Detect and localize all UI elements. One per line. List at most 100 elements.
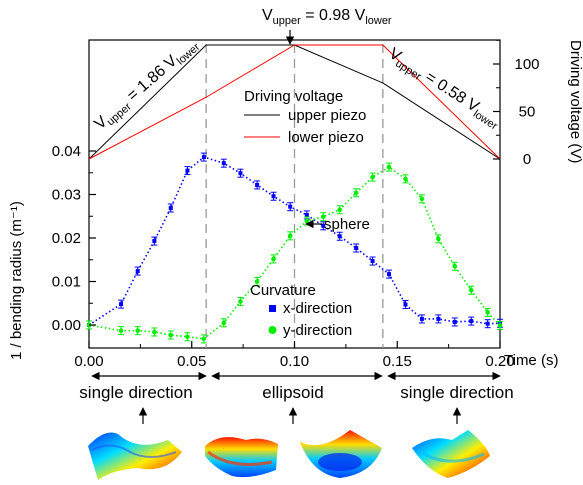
marker-circle	[337, 207, 343, 213]
marker-circle	[287, 233, 293, 239]
data-point-x-11	[287, 202, 294, 212]
data-point-y-15	[353, 188, 360, 198]
data-point-x-3	[151, 236, 158, 246]
data-point-x-22	[468, 316, 475, 326]
data-point-x-2	[134, 266, 141, 276]
surface-image-1	[88, 432, 182, 480]
surface-image-2	[205, 437, 278, 478]
data-point-x-23	[484, 319, 491, 329]
x-axis-title: Time (s)	[504, 352, 558, 369]
data-point-y-13	[320, 212, 327, 222]
data-point-x-1	[118, 299, 125, 309]
legend-marker-x	[269, 305, 276, 312]
ratio-annotation-right: Vupper = 0.58 Vlower	[384, 45, 504, 133]
marker-square	[436, 316, 441, 321]
data-point-y-5	[184, 332, 191, 342]
marker-circle	[238, 299, 243, 304]
x-tick-label: 0.20	[485, 353, 514, 370]
surface-thumbnails	[88, 430, 490, 480]
marker-circle	[135, 328, 141, 333]
marker-square	[387, 272, 392, 277]
axes: 0.00 0.05 0.10 0.15 0.20 0.00 0.01 0.02 0.03 0.04…	[52, 39, 540, 370]
marker-circle	[353, 190, 359, 196]
sphere-label: sphere	[324, 216, 370, 233]
marker-circle	[201, 336, 207, 342]
data-point-x-13	[320, 221, 327, 231]
data-point-y-1	[118, 326, 125, 336]
marker-circle	[271, 256, 276, 262]
data-point-x-9	[254, 180, 261, 190]
marker-circle	[403, 176, 408, 182]
data-point-y-21	[451, 261, 458, 271]
legend-marker-y	[268, 326, 277, 334]
marker-square	[304, 212, 309, 217]
marker-circle	[436, 236, 441, 242]
data-point-x-17	[386, 269, 393, 279]
curvature-legend-title: Curvature	[250, 282, 316, 299]
marker-square	[185, 168, 190, 173]
legend-label-x: x-direction	[283, 300, 352, 317]
curvature-legend: Curvature x-direction y-direction	[250, 282, 352, 339]
data-point-y-24	[497, 320, 503, 330]
voltage-legend: Driving voltage upper piezo lower piezo	[244, 88, 366, 146]
y-tick-label: 0.04	[52, 143, 81, 160]
x-tick-label: 0.00	[74, 353, 103, 370]
marker-square	[321, 223, 326, 228]
data-point-y-3	[151, 327, 158, 337]
marker-square	[168, 205, 173, 210]
svg-text:Vupper = 0.58 Vlower: Vupper = 0.58 Vlower	[384, 45, 504, 133]
v-tick-label: 100	[514, 56, 539, 73]
marker-square	[119, 302, 124, 307]
marker-square	[354, 246, 359, 251]
data-point-y-22	[468, 285, 475, 295]
data-point-y-4	[167, 330, 174, 340]
region-indicators: single direction ellipsoid single direct…	[79, 371, 514, 424]
data-point-x-14	[336, 231, 343, 241]
data-point-x-21	[451, 317, 458, 327]
marker-square	[452, 319, 457, 324]
data-point-y-2	[134, 326, 141, 336]
data-point-y-7	[220, 318, 227, 328]
data-point-y-6	[200, 334, 207, 344]
y-tick-label: 0.00	[52, 317, 81, 334]
right-axis-title: Driving voltage (V)	[567, 40, 583, 163]
svg-text:Vupper = 0.98 Vlower: Vupper = 0.98 Vlower	[262, 7, 392, 27]
legend-label-y: y-direction	[283, 322, 352, 339]
left-axis-title: 1 / bending radius (m⁻¹)	[8, 201, 25, 360]
data-point-x-19	[418, 314, 425, 324]
region-label-3: single direction	[400, 383, 513, 402]
marker-square	[469, 319, 474, 324]
data-point-x-15	[353, 243, 360, 253]
data-point-x-16	[369, 256, 376, 266]
data-point-y-9	[254, 277, 261, 286]
marker-square	[370, 259, 375, 264]
data-point-x-5	[184, 166, 191, 176]
data-point-x-18	[402, 300, 409, 310]
marker-square	[152, 239, 157, 244]
surface-image-3	[300, 430, 382, 478]
marker-square	[485, 321, 490, 326]
v-tick-label: 0	[523, 151, 531, 168]
data-point-y-17	[386, 162, 393, 172]
legend-label-upper: upper piezo	[288, 107, 366, 124]
marker-circle	[497, 323, 503, 328]
marker-circle	[468, 287, 474, 293]
marker-square	[337, 234, 342, 239]
x-tick-label: 0.10	[280, 353, 309, 370]
data-point-x-6	[200, 152, 207, 162]
data-point-x-4	[167, 203, 174, 213]
marker-circle	[419, 196, 425, 202]
marker-circle	[304, 218, 310, 224]
svg-text:Vupper = 1.86 Vlower: Vupper = 1.86 Vlower	[91, 35, 202, 135]
data-point-x-20	[435, 314, 442, 324]
voltage-legend-title: Driving voltage	[244, 88, 343, 105]
region-label-1: single direction	[79, 383, 192, 402]
data-point-y-18	[402, 174, 409, 184]
ratio-annotation-left: Vupper = 1.86 Vlower	[91, 35, 202, 135]
marker-circle	[254, 279, 260, 284]
data-point-y-14	[336, 205, 343, 215]
v-tick-label: 50	[519, 104, 536, 121]
marker-square	[221, 161, 226, 166]
voltage-line-lower	[88, 44, 501, 160]
marker-square	[403, 302, 408, 307]
